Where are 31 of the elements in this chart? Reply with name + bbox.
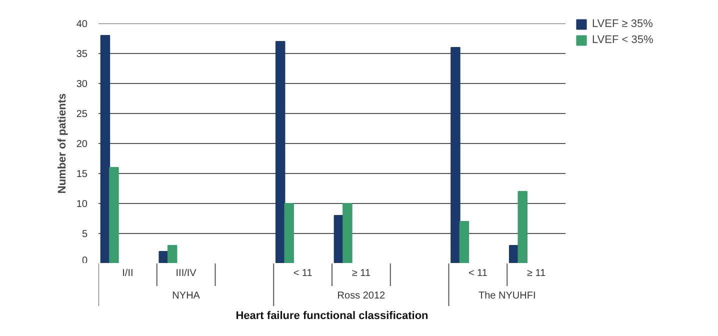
y-tick-label: 20: [76, 139, 88, 150]
bar: [167, 245, 178, 263]
text: The NYUHFI: [478, 290, 536, 302]
y-tick-label: 10: [76, 199, 88, 210]
bar: [284, 203, 294, 263]
legend-label: LVEF ≥ 35%: [592, 18, 653, 30]
x-tick-label: ≥ 11: [526, 268, 546, 279]
x-tick-label: I/II: [122, 268, 134, 279]
bar: [109, 167, 119, 263]
x-tick-label: < 11: [468, 268, 488, 279]
y-tick-label: 15: [76, 169, 88, 180]
bar: [450, 47, 460, 263]
bar: [518, 191, 528, 263]
x-axis-title: Heart failure functional classification: [236, 310, 429, 322]
bar: [100, 35, 110, 263]
y-tick-label: 35: [76, 49, 88, 60]
bar: [158, 251, 168, 263]
y-tick-label: 25: [76, 109, 88, 120]
text: NYHA: [172, 290, 200, 302]
x-tick-label: III/IV: [176, 268, 197, 279]
y-tick-label: 5: [82, 229, 88, 240]
bar: [459, 221, 470, 263]
legend-label: LVEF < 35%: [592, 34, 654, 46]
x-tick-label: ≥ 11: [352, 268, 371, 279]
bar: [342, 203, 352, 263]
y-tick-label: 30: [76, 79, 88, 90]
bar: [275, 41, 286, 263]
y-tick-label: 40: [76, 19, 88, 30]
x-tick-label: < 11: [293, 268, 313, 279]
text: Ross 2012: [337, 290, 386, 302]
y-axis-title: Number of patients: [56, 93, 68, 194]
